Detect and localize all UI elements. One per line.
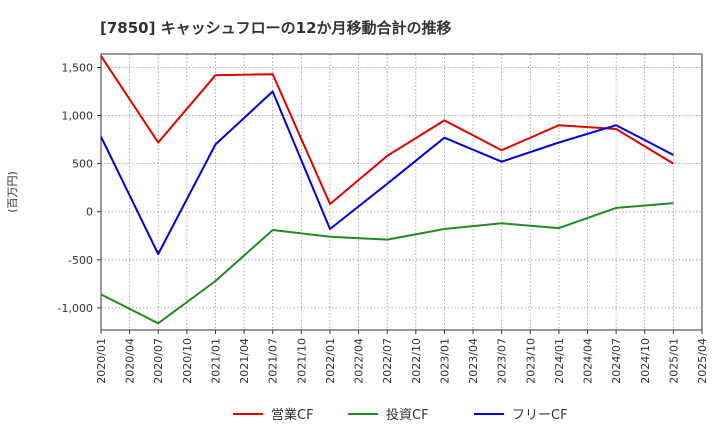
x-tick-label: 2022/01 <box>324 338 337 384</box>
x-tick-label: 2023/10 <box>524 338 537 384</box>
x-tick-label: 2023/01 <box>438 338 451 384</box>
x-tick-label: 2024/01 <box>553 338 566 384</box>
x-tick-label: 2024/04 <box>582 338 595 384</box>
series-line-1 <box>100 55 674 205</box>
x-tick-label: 2022/10 <box>410 338 423 384</box>
y-tick-label: 1,000 <box>62 110 94 123</box>
x-tick-label: 2020/04 <box>124 338 137 384</box>
y-axis: 1,500 1,000 500 0 -500 -1,000 <box>58 61 101 315</box>
legend: 営業CF 投資CF フリーCF <box>233 407 568 423</box>
x-tick-label: 2025/01 <box>667 338 680 384</box>
x-tick-label: 2021/07 <box>267 338 280 384</box>
y-tick-label: 1,500 <box>62 61 94 74</box>
y-tick-label: 0 <box>86 206 93 219</box>
x-tick-label: 2020/01 <box>95 338 108 384</box>
x-tick-label: 2021/04 <box>238 338 251 384</box>
legend-label-3: フリーCF <box>512 408 568 423</box>
series-line-2 <box>100 202 674 325</box>
x-tick-label: 2023/04 <box>467 338 480 384</box>
x-tick-label: 2022/07 <box>381 338 394 384</box>
x-tick-label: 2020/10 <box>181 338 194 384</box>
x-tick-label: 2021/10 <box>295 338 308 384</box>
x-axis: 2020/01 2020/04 2020/07 2020/10 2021/01 2021/… <box>95 330 709 384</box>
x-tick-label: 2022/04 <box>353 338 366 384</box>
grid <box>100 54 703 330</box>
x-tick-label: 2024/07 <box>610 338 623 384</box>
x-tick-label: 2021/01 <box>209 338 222 384</box>
x-tick-label: 2023/07 <box>496 338 509 384</box>
series-lines <box>100 55 674 325</box>
legend-label-2: 投資CF <box>386 407 429 423</box>
x-tick-label: 2020/07 <box>152 338 165 384</box>
legend-label-1: 営業CF <box>271 407 314 423</box>
x-tick-label: 2025/04 <box>696 338 709 384</box>
series-line-3 <box>100 90 674 255</box>
x-tick-label: 2024/10 <box>639 338 652 384</box>
plot-frame <box>100 53 703 331</box>
y-tick-label: 500 <box>72 158 93 171</box>
y-tick-label: -500 <box>68 254 93 267</box>
y-axis-label: (百万円) <box>6 171 19 213</box>
chart-title: [7850] キャッシュフローの12か月移動合計の推移 <box>100 19 452 37</box>
y-tick-label: -1,000 <box>58 302 93 315</box>
